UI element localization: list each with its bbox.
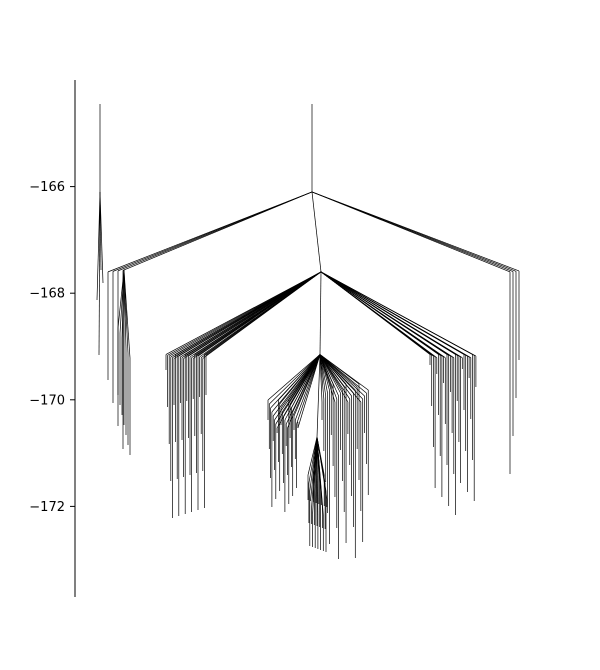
branch-line (319, 354, 367, 394)
leaf-line (96, 191, 101, 301)
branch-line (311, 191, 520, 272)
branch-line (288, 354, 321, 401)
branch-line (291, 354, 321, 409)
branch-line (319, 354, 369, 391)
branch-line (123, 269, 131, 359)
y-tick-label: −172 (29, 500, 65, 515)
branch-line (316, 437, 319, 516)
branch-line (307, 437, 318, 476)
branch-line (316, 437, 328, 500)
branch-line (278, 354, 321, 401)
y-tick-label: −168 (29, 287, 65, 302)
branch-line (320, 271, 438, 358)
branch-line (319, 354, 351, 400)
y-axis-ticks: −166 −168 −170 −172 (29, 180, 75, 515)
branch-line (122, 191, 313, 271)
branch-line (292, 354, 321, 413)
branch-line (279, 354, 321, 405)
y-tick-label: −166 (29, 180, 65, 195)
branch-line (319, 354, 352, 397)
branch-line (293, 354, 321, 417)
branch-line (319, 271, 322, 355)
y-tick-label: −170 (29, 393, 65, 408)
branch-line (319, 354, 363, 400)
branch-line (294, 354, 321, 421)
branch-line (296, 354, 321, 425)
branch-line (319, 354, 328, 394)
branch-line (269, 354, 321, 405)
leaf-line (99, 191, 104, 284)
branch-line (320, 271, 471, 358)
branch-line (297, 354, 321, 429)
branch-line (319, 354, 323, 403)
branch-line (319, 354, 339, 397)
branch-line (205, 271, 322, 356)
branch-line (320, 271, 454, 358)
branch-line (316, 354, 321, 438)
branch-line (267, 354, 321, 401)
branch-line (119, 269, 125, 334)
branch-line (117, 269, 125, 329)
branch-line (320, 271, 477, 357)
branch-line (311, 191, 322, 272)
branch-line (289, 354, 321, 405)
branch-line (320, 271, 446, 358)
branch-line (319, 354, 325, 400)
branch-line (319, 354, 365, 397)
branch-line (319, 354, 349, 403)
branch-line (319, 354, 327, 397)
branch-line (319, 354, 338, 400)
branch-line (320, 271, 463, 358)
leaf-line (98, 191, 101, 356)
branch-line (319, 354, 362, 403)
tree-branches (96, 104, 520, 559)
branch-line (319, 354, 336, 403)
branch-line (316, 437, 324, 516)
